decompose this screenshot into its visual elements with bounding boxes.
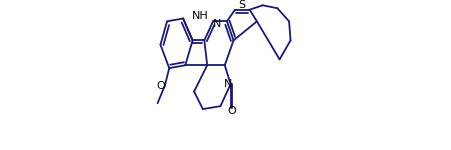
Text: NH: NH xyxy=(192,11,209,21)
Text: S: S xyxy=(239,0,246,10)
Text: N: N xyxy=(213,19,221,29)
Text: O: O xyxy=(228,106,236,116)
Text: O: O xyxy=(157,81,166,91)
Text: N: N xyxy=(224,79,233,89)
